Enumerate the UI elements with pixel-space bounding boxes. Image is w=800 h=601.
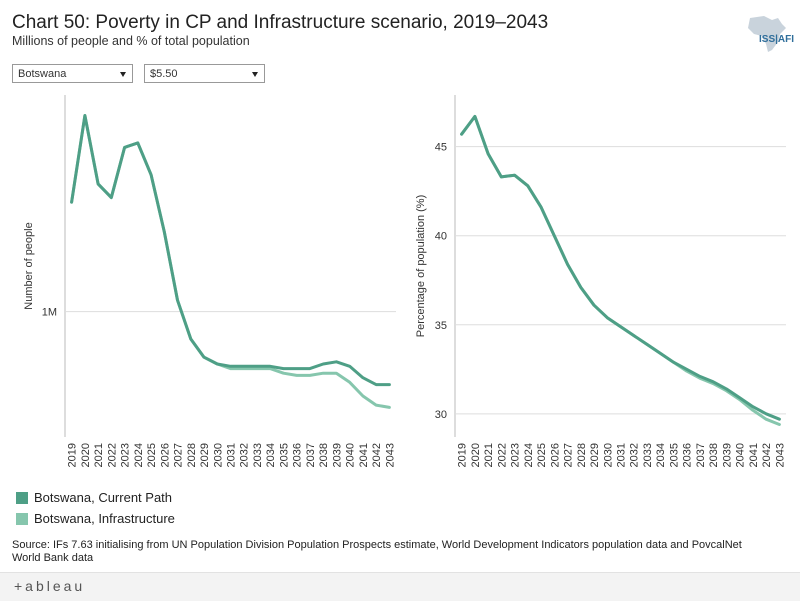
- x-tick-label: 2039: [331, 443, 343, 467]
- x-tick-label: 2026: [549, 443, 561, 467]
- country-dropdown-value: Botswana: [18, 68, 67, 80]
- x-tick-label: 2027: [563, 443, 575, 467]
- chart-subtitle: Millions of people and % of total popula…: [12, 34, 250, 48]
- x-tick-label: 2027: [173, 443, 185, 467]
- x-tick-label: 2043: [384, 443, 396, 467]
- x-tick-label: 2023: [120, 443, 132, 467]
- series-line-current-path: [460, 114, 781, 421]
- x-tick-label: 2037: [305, 443, 317, 467]
- x-tick-label: 2029: [589, 443, 601, 467]
- y-axis-title: Percentage of population (%): [415, 195, 427, 337]
- x-tick-label: 2031: [226, 443, 238, 467]
- y-tick-label: 1M: [42, 307, 57, 319]
- x-tick-label: 2034: [655, 443, 667, 467]
- y-tick-label: 35: [435, 320, 447, 332]
- x-tick-label: 2025: [146, 443, 158, 467]
- source-note: Source: IFs 7.63 initialising from UN Po…: [12, 539, 742, 561]
- x-tick-label: 2039: [721, 443, 733, 467]
- legend-item-current-path[interactable]: Botswana, Current Path: [16, 490, 172, 506]
- y-tick-label: 45: [435, 142, 447, 154]
- series-line-current-path: [70, 114, 391, 387]
- series-line-infrastructure: [460, 114, 781, 426]
- x-tick-label: 2041: [358, 443, 370, 467]
- threshold-dropdown[interactable]: $5.50: [144, 64, 265, 83]
- x-tick-label: 2035: [668, 443, 680, 467]
- threshold-dropdown-value: $5.50: [150, 68, 178, 80]
- legend-swatch-current-path: [16, 492, 28, 504]
- africa-logo-icon: [748, 16, 786, 52]
- x-tick-label: 2038: [318, 443, 330, 467]
- x-tick-label: 2036: [292, 443, 304, 467]
- x-tick-label: 2032: [239, 443, 251, 467]
- legend-item-infrastructure[interactable]: Botswana, Infrastructure: [16, 511, 175, 527]
- x-tick-label: 2020: [470, 443, 482, 467]
- x-tick-label: 2021: [483, 443, 495, 467]
- x-tick-label: 2029: [199, 443, 211, 467]
- tableau-footer: +ableau: [0, 572, 800, 601]
- x-tick-label: 2033: [252, 443, 264, 467]
- x-tick-label: 2035: [278, 443, 290, 467]
- x-tick-label: 2042: [761, 443, 773, 467]
- y-axis-title: Number of people: [23, 222, 35, 309]
- x-tick-label: 2019: [67, 443, 79, 467]
- x-tick-label: 2026: [159, 443, 171, 467]
- tableau-logo[interactable]: +ableau: [14, 578, 86, 594]
- x-tick-label: 2041: [748, 443, 760, 467]
- x-tick-label: 2032: [629, 443, 641, 467]
- x-tick-label: 2031: [616, 443, 628, 467]
- x-tick-label: 2037: [695, 443, 707, 467]
- chevron-down-icon: [252, 72, 258, 77]
- legend-swatch-infrastructure: [16, 513, 28, 525]
- country-dropdown[interactable]: Botswana: [12, 64, 133, 83]
- x-tick-label: 2023: [510, 443, 522, 467]
- chart-title: Chart 50: Poverty in CP and Infrastructu…: [12, 12, 549, 33]
- logo-text: ISS|AFI: [759, 34, 795, 45]
- x-tick-label: 2020: [80, 443, 92, 467]
- x-tick-label: 2022: [106, 443, 118, 467]
- chevron-down-icon: [120, 72, 126, 77]
- x-tick-label: 2025: [536, 443, 548, 467]
- x-tick-label: 2038: [708, 443, 720, 467]
- x-tick-label: 2030: [212, 443, 224, 467]
- y-tick-label: 40: [435, 231, 447, 243]
- x-tick-label: 2034: [265, 443, 277, 467]
- x-tick-label: 2033: [642, 443, 654, 467]
- x-tick-label: 2022: [496, 443, 508, 467]
- x-tick-label: 2019: [457, 443, 469, 467]
- x-tick-label: 2036: [682, 443, 694, 467]
- x-tick-label: 2024: [133, 443, 145, 467]
- x-tick-label: 2040: [345, 443, 357, 467]
- x-tick-label: 2042: [371, 443, 383, 467]
- x-tick-label: 2040: [735, 443, 747, 467]
- x-tick-label: 2021: [93, 443, 105, 467]
- legend-label: Botswana, Current Path: [34, 490, 173, 505]
- y-tick-label: 30: [435, 409, 447, 421]
- x-tick-label: 2028: [576, 443, 588, 467]
- x-tick-label: 2028: [186, 443, 198, 467]
- legend-label: Botswana, Infrastructure: [34, 511, 175, 526]
- x-tick-label: 2030: [602, 443, 614, 467]
- x-tick-label: 2043: [774, 443, 786, 467]
- x-tick-label: 2024: [523, 443, 535, 467]
